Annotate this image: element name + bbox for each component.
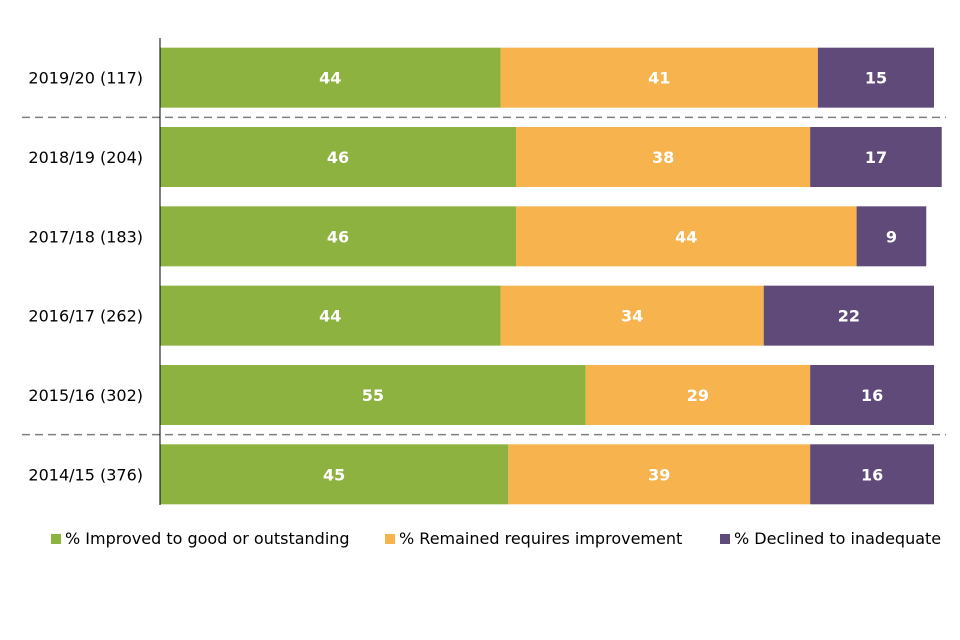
bar-improved-to-good-or-outstanding — [160, 364, 586, 425]
data-label: 17 — [865, 148, 887, 167]
bar-remained-requires-improvement — [508, 444, 811, 505]
category-label: 2015/16 (302) — [28, 386, 143, 405]
category-label: 2017/18 (183) — [28, 227, 143, 246]
bar-declined-to-inadequate — [810, 126, 942, 187]
bar-improved-to-good-or-outstanding — [160, 206, 517, 267]
category-labels: 2019/20 (117) 2018/19 (204) 2017/18 (183) 2… — [28, 69, 143, 485]
data-label: 45 — [323, 465, 345, 484]
bars — [160, 47, 942, 505]
legend-label-declined: % Declined to inadequate — [734, 529, 942, 548]
bar-declined-to-inadequate — [810, 444, 934, 505]
data-label: 22 — [838, 307, 860, 326]
separators — [22, 116, 946, 436]
legend: % Improved to good or outstanding % Rema… — [0, 527, 960, 551]
bar-declined-to-inadequate — [810, 364, 934, 425]
category-label: 2019/20 (117) — [28, 69, 143, 88]
bar-declined-to-inadequate — [817, 47, 934, 108]
data-label: 16 — [861, 386, 883, 405]
bar-remained-requires-improvement — [500, 285, 764, 346]
legend-swatch-remained — [385, 534, 395, 544]
data-label: 16 — [861, 465, 883, 484]
data-label: 34 — [621, 307, 643, 326]
bar-remained-requires-improvement — [585, 364, 811, 425]
bar-remained-requires-improvement — [516, 126, 811, 187]
data-label: 46 — [327, 227, 349, 246]
data-label: 9 — [886, 227, 897, 246]
data-label: 39 — [648, 465, 670, 484]
category-label: 2014/15 (376) — [28, 465, 143, 484]
data-label: 38 — [652, 148, 674, 167]
category-label: 2016/17 (262) — [28, 307, 143, 326]
bar-declined-to-inadequate — [856, 206, 927, 267]
bar-remained-requires-improvement — [500, 47, 818, 108]
legend-label-improved: % Improved to good or outstanding — [65, 529, 350, 548]
bar-remained-requires-improvement — [516, 206, 857, 267]
legend-swatch-declined — [720, 534, 730, 544]
bar-improved-to-good-or-outstanding — [160, 126, 517, 187]
data-label: 44 — [319, 69, 341, 88]
data-label: 41 — [648, 69, 670, 88]
value-labels: 44 41 15 46 38 17 46 44 9 44 34 22 55 29 16 45 39 16 — [319, 69, 897, 485]
bar-improved-to-good-or-outstanding — [160, 285, 501, 346]
data-label: 29 — [687, 386, 709, 405]
data-label: 15 — [865, 69, 887, 88]
bar-improved-to-good-or-outstanding — [160, 444, 509, 505]
data-label: 44 — [319, 307, 341, 326]
bar-improved-to-good-or-outstanding — [160, 47, 501, 108]
bar-declined-to-inadequate — [763, 285, 934, 346]
data-label: 44 — [675, 227, 697, 246]
data-label: 55 — [362, 386, 384, 405]
data-label: 46 — [327, 148, 349, 167]
legend-swatch-improved — [51, 534, 61, 544]
legend-label-remained: % Remained requires improvement — [399, 529, 683, 548]
category-label: 2018/19 (204) — [28, 148, 143, 167]
